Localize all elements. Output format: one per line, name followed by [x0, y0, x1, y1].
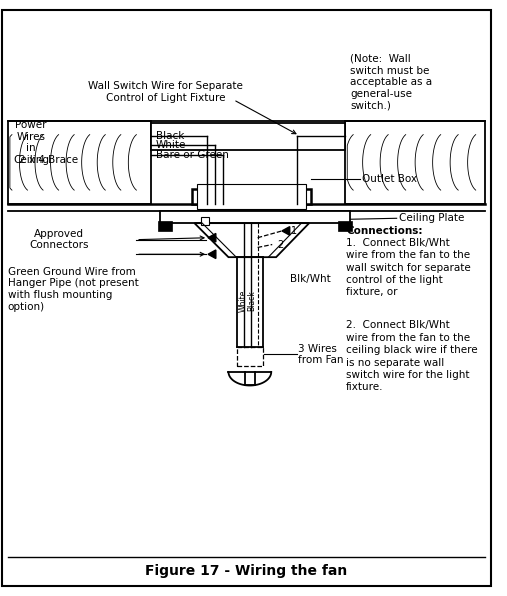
Polygon shape [208, 234, 216, 242]
Bar [160, 210, 350, 223]
Text: Approved
Connectors: Approved Connectors [29, 229, 89, 250]
Bar [338, 221, 352, 231]
Text: 2.  Connect Blk/Wht
wire from the fan to the
ceiling black wire if there
is no s: 2. Connect Blk/Wht wire from the fan to … [346, 321, 478, 392]
Text: Wall Switch Wire for Separate
Control of Light Fixture: Wall Switch Wire for Separate Control of… [88, 81, 243, 103]
Polygon shape [208, 250, 216, 259]
Text: Black: Black [247, 290, 257, 311]
Text: Green Ground Wire from
Hanger Pipe (not present
with flush mounting
option): Green Ground Wire from Hanger Pipe (not … [8, 267, 138, 312]
Text: White: White [156, 141, 186, 150]
Bar [8, 121, 151, 204]
Text: (Note:  Wall
switch must be
acceptable as a
general-use
switch.): (Note: Wall switch must be acceptable as… [350, 54, 432, 110]
Text: Blk/Wht: Blk/Wht [289, 274, 331, 284]
Text: Ceiling Plate: Ceiling Plate [399, 213, 464, 224]
Bar [151, 123, 345, 150]
Text: 2: 2 [277, 240, 283, 250]
Text: White: White [239, 290, 247, 312]
Bar [201, 218, 209, 225]
Polygon shape [282, 226, 289, 235]
Bar [237, 347, 264, 366]
Text: Black: Black [156, 131, 184, 141]
Text: 1: 1 [291, 226, 297, 236]
Text: Figure 17 - Wiring the fan: Figure 17 - Wiring the fan [145, 564, 347, 578]
Bar [193, 189, 311, 204]
Text: Bare or Green: Bare or Green [156, 150, 229, 160]
Text: Connections:: Connections: [346, 226, 423, 236]
Bar [345, 121, 485, 204]
Text: 1.  Connect Blk/Wht
wire from the fan to the
wall switch for separate
control of: 1. Connect Blk/Wht wire from the fan to … [346, 238, 471, 297]
Bar [159, 221, 172, 231]
Text: Power
Wires
in
Ceiling: Power Wires in Ceiling [13, 120, 49, 165]
Text: 2 x 4 Brace: 2 x 4 Brace [19, 155, 79, 165]
Text: 3 Wires
from Fan: 3 Wires from Fan [299, 343, 344, 365]
Text: Outlet Box: Outlet Box [361, 175, 417, 184]
Bar [197, 184, 306, 209]
